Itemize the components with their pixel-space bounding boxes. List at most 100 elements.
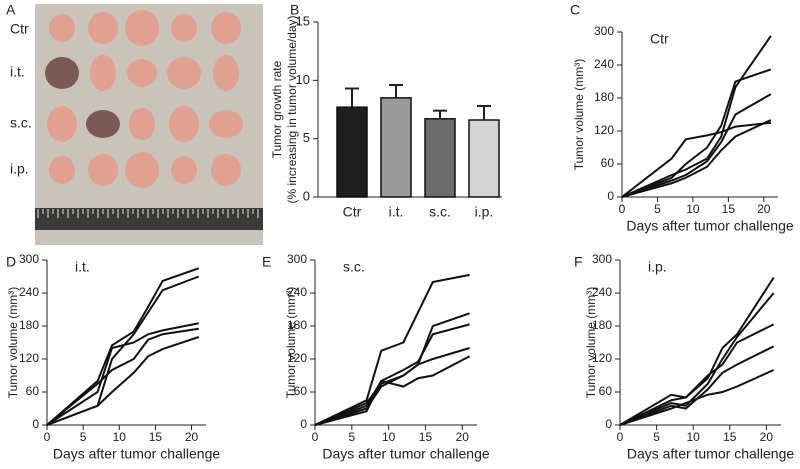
bar <box>468 119 500 198</box>
y-tick-label: 300 <box>287 252 307 266</box>
y-tick-label: 180 <box>594 90 614 104</box>
tumor <box>211 154 241 186</box>
y-tick-label: 120 <box>594 123 614 137</box>
y-tick-label: 60 <box>26 384 40 398</box>
tumor <box>45 57 79 89</box>
tumor <box>125 10 159 46</box>
x-tick-label: 20 <box>760 430 774 444</box>
chart-title: i.t. <box>75 259 90 275</box>
y-axis-label: Tumor growth rate <box>270 60 284 158</box>
series-line <box>46 322 199 426</box>
x-tick-label: Ctr <box>343 204 362 220</box>
y-tick-label: 300 <box>594 24 614 38</box>
y-tick-label: 240 <box>594 57 614 71</box>
x-tick-label: 20 <box>185 430 199 444</box>
tumor <box>86 110 120 138</box>
x-tick-label: 15 <box>722 202 736 216</box>
x-axis-label: Days after tumor challenge <box>322 446 490 462</box>
panel-label: B <box>290 2 299 18</box>
series-line <box>619 292 775 426</box>
y-tick-label: 180 <box>592 318 612 332</box>
y-axis-label: Tumor volume (mm³) <box>6 287 20 399</box>
x-tick-label: s.c. <box>429 204 451 220</box>
series-line <box>619 323 775 426</box>
y-tick-label: 60 <box>599 384 613 398</box>
series-line <box>621 93 772 198</box>
panel-label: C <box>570 2 580 18</box>
tumor <box>125 152 159 188</box>
tumor <box>49 14 75 42</box>
bar <box>336 106 368 198</box>
bar <box>380 97 412 198</box>
y-tick-label: 0 <box>300 417 307 431</box>
series-line <box>314 347 470 426</box>
y-tick-label: 180 <box>19 318 39 332</box>
y-axis-label: Tumor volume (mm³) <box>572 59 586 171</box>
tumor <box>171 156 197 184</box>
series-line <box>314 273 470 426</box>
tumor <box>213 55 239 91</box>
x-tick-label: 0 <box>619 202 626 216</box>
tumor <box>171 14 197 42</box>
y-tick-label: 240 <box>19 285 39 299</box>
panel-label: A <box>6 2 16 18</box>
x-tick-label: 15 <box>419 430 433 444</box>
series-line <box>621 68 772 198</box>
y-axis-label: Tumor volume (mm³) <box>584 287 598 399</box>
tumor <box>47 106 77 142</box>
series-line <box>619 277 775 426</box>
tumor <box>49 156 75 184</box>
row-label: s.c. <box>10 115 32 131</box>
x-tick-label: 5 <box>654 202 661 216</box>
y-tick-label: 60 <box>294 384 308 398</box>
y-axis-label: (% increasing in tumor volume/day) <box>285 15 299 203</box>
y-tick-label: 15 <box>296 13 310 28</box>
y-tick-label: 120 <box>287 351 307 365</box>
y-tick-label: 0 <box>303 188 310 203</box>
y-tick-label: 10 <box>296 72 310 87</box>
x-tick-label: 5 <box>80 430 87 444</box>
series-line <box>621 121 772 198</box>
x-tick-label: 0 <box>44 430 51 444</box>
x-tick-label: 10 <box>686 202 700 216</box>
series-line <box>46 267 200 426</box>
series-line <box>621 119 772 198</box>
y-axis-label: Tumor volume (mm³) <box>284 287 298 399</box>
series-line <box>46 275 200 426</box>
panel-label: D <box>6 254 16 270</box>
x-tick-label: 5 <box>348 430 355 444</box>
x-axis-label: Days after tumor challenge <box>53 446 221 462</box>
ruler <box>35 208 263 230</box>
series-line <box>619 345 775 426</box>
x-tick-label: 10 <box>113 430 127 444</box>
x-tick-label: 5 <box>653 430 660 444</box>
y-tick-label: 0 <box>605 417 612 431</box>
panel-label: F <box>574 254 583 270</box>
chart-title: Ctr <box>650 31 669 47</box>
row-label: i.t. <box>10 64 25 80</box>
tumor <box>211 12 241 44</box>
y-tick-label: 120 <box>19 351 39 365</box>
chart-title: s.c. <box>343 259 365 275</box>
y-tick-label: 5 <box>303 130 310 145</box>
x-tick-label: 20 <box>757 202 771 216</box>
series-line <box>619 369 775 426</box>
bar <box>424 118 456 198</box>
tumor <box>169 106 199 142</box>
tumor <box>88 154 118 186</box>
panel-label: E <box>262 254 271 270</box>
x-tick-label: 10 <box>382 430 396 444</box>
y-tick-label: 0 <box>32 417 39 431</box>
chart-title: i.p. <box>648 259 667 275</box>
y-tick-label: 300 <box>592 252 612 266</box>
series-line <box>314 323 470 426</box>
y-tick-label: 120 <box>592 351 612 365</box>
x-tick-label: i.t. <box>389 204 404 220</box>
series-line <box>46 336 200 426</box>
y-tick-label: 180 <box>287 318 307 332</box>
x-tick-label: 15 <box>723 430 737 444</box>
series-line <box>621 35 772 198</box>
series-line <box>46 327 199 426</box>
